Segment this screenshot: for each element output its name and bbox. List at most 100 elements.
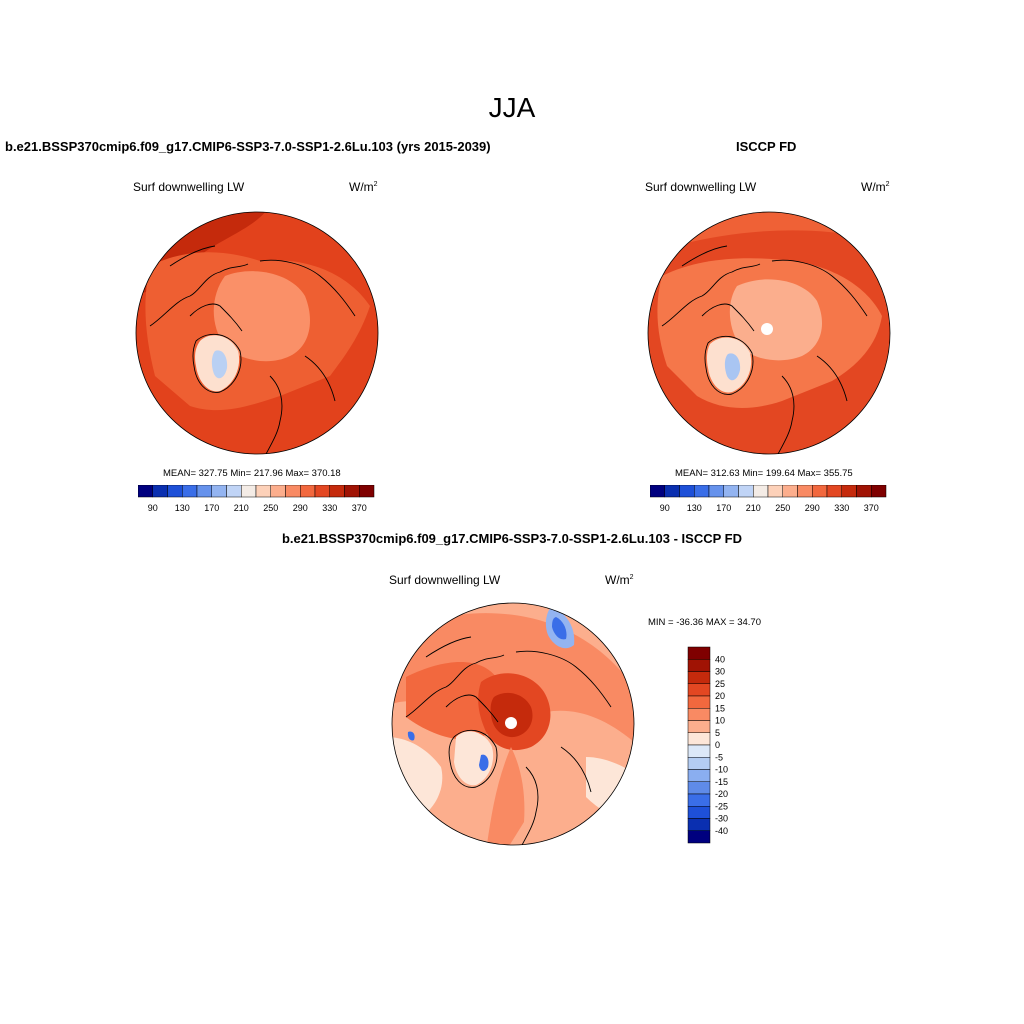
panel3-colorbar-swatch (687, 744, 711, 758)
panel3-variable-label: Surf downwelling LW (389, 573, 501, 587)
panel3-colorbar-tick-label: -30 (715, 814, 728, 824)
panel2-greenland-core (724, 353, 741, 381)
panel1-colorbar-tick-label: 170 (204, 503, 219, 513)
panel2-colorbar-tick-label: 250 (775, 503, 790, 513)
panel2-colorbar-swatch (664, 485, 680, 498)
panel1-colorbar-swatch (182, 485, 198, 498)
panel2-variable-label: Surf downwelling LW (645, 180, 757, 194)
panel2-title: ISCCP FD (736, 139, 797, 154)
panel1-colorbar-swatch (255, 485, 271, 498)
panel2-colorbar-swatch (856, 485, 872, 498)
panel1-colorbar-swatch (138, 485, 153, 498)
panel2-colorbar-swatch (812, 485, 828, 498)
panel3-units: W/m2 (605, 573, 634, 587)
panel3-colorbar-swatch (687, 659, 711, 672)
panel1-colorbar-swatch (226, 485, 242, 498)
panel2-pole-hole (761, 323, 773, 335)
panel3-warm-anomaly-west (406, 662, 505, 740)
panel3-colorbar-swatch (687, 818, 711, 831)
panel3-colorbar-tick-label: 0 (715, 740, 720, 750)
panel1-colorbar-swatch (152, 485, 168, 498)
panel1-colorbar-swatch (329, 485, 345, 498)
panel2-colorbar-tick-label: 370 (864, 503, 879, 513)
panel2-colorbar-tick-label: 130 (687, 503, 702, 513)
panel2-units: W/m2 (861, 180, 890, 194)
panel1-colorbar-swatch (314, 485, 330, 498)
panel3-colorbar-swatch (687, 646, 711, 660)
panel3-colorbar-swatch (687, 695, 711, 709)
panel3-title: b.e21.BSSP370cmip6.f09_g17.CMIP6-SSP3-7.… (281, 531, 742, 546)
panel3-colorbar-swatch (687, 793, 711, 807)
panel2-colorbar-swatch (753, 485, 769, 498)
panel2-colorbar-swatch (694, 485, 710, 498)
panel1-units: W/m2 (349, 180, 378, 194)
figure-title: JJA (488, 92, 536, 123)
panel1-map-border (135, 211, 379, 455)
panel2-colorbar-swatch (723, 485, 739, 498)
panel1-title: b.e21.BSSP370cmip6.f09_g17.CMIP6-SSP3-7.… (5, 139, 491, 154)
panel3-colorbar-tick-label: -25 (715, 801, 728, 811)
panel3-colorbar-tick-label: -10 (715, 765, 728, 775)
panel2-colorbar-swatch (826, 485, 842, 498)
panel1-polar-map (135, 211, 379, 455)
panel1-colorbar-swatch (270, 485, 286, 498)
panel3-colorbar-tick-label: 25 (715, 679, 725, 689)
panel3-colorbar-swatch (687, 708, 711, 721)
panel1-colorbar-swatch (211, 485, 227, 498)
panel3-cold-spot-west (407, 731, 415, 741)
panel2-colorbar-tick-label: 290 (805, 503, 820, 513)
panel3-map-border (391, 602, 635, 846)
panel3-colorbar-tick-label: -15 (715, 777, 728, 787)
panel2-colorbar-swatch (738, 485, 754, 498)
panel2-colorbar-swatch (650, 485, 665, 498)
panel2-polar-map (647, 211, 891, 455)
panel3-colorbar-tick-label: -5 (715, 752, 723, 762)
panel3-colorbar-tick-label: 15 (715, 703, 725, 713)
panel2-colorbar-swatch (679, 485, 695, 498)
panel3-colorbar-swatch (687, 732, 711, 746)
panel2-colorbar-swatch (841, 485, 857, 498)
panel1-variable-label: Surf downwelling LW (133, 180, 245, 194)
panel1-colorbar-tick-label: 90 (148, 503, 158, 513)
panel1-colorbar-tick-label: 290 (293, 503, 308, 513)
panel2-stats: MEAN= 312.63 Min= 199.64 Max= 355.75 (675, 468, 853, 479)
panel2-colorbar-swatch (708, 485, 724, 498)
panel3-colorbar-swatch (687, 781, 711, 795)
panel2-colorbar-tick-label: 210 (746, 503, 761, 513)
panel3-colorbar-swatch (687, 683, 711, 697)
panel2-colorbar-tick-label: 170 (716, 503, 731, 513)
panel3-colorbar-tick-label: 20 (715, 691, 725, 701)
panel3-colorbar-tick-label: 30 (715, 667, 725, 677)
panel2-map-border (647, 211, 891, 455)
panel2-colorbar-tick-label: 330 (834, 503, 849, 513)
panel3-polar-map (391, 602, 635, 846)
panel3-colorbar: 40 30 25 20 15 10 5 0 -5 -10 -15 -20 -25 -30 -40 (687, 646, 728, 844)
panel1-coastlines (149, 245, 356, 454)
panel1-greenland-core (211, 350, 228, 379)
panel3-colorbar-swatch (687, 720, 711, 733)
panel1-colorbar-tick-label: 330 (322, 503, 337, 513)
panel1-colorbar-swatch (285, 485, 301, 498)
panel3-colorbar-swatch (687, 671, 711, 684)
panel3-stats: MIN = -36.36 MAX = 34.70 (648, 617, 762, 628)
panel3-colorbar-swatch (687, 757, 711, 770)
panel1-colorbar-swatch (167, 485, 183, 498)
panel3-greenland-cold-spot (479, 754, 489, 771)
panel1-colorbar-swatch (344, 485, 360, 498)
panel1-colorbar-swatch (300, 485, 316, 498)
panel3-colorbar-tick-label: 5 (715, 728, 720, 738)
panel2-colorbar-swatch (871, 485, 887, 498)
panel2-coastlines (661, 245, 868, 454)
panel3-colorbar-tick-label: -40 (715, 826, 728, 836)
panel3-strong-anomaly-pole (490, 692, 533, 738)
panel3-colorbar-tick-label: 40 (715, 654, 725, 664)
panel3-colorbar-tick-label: 10 (715, 716, 725, 726)
panel3-greenland-anomaly (454, 731, 494, 786)
panel1-colorbar-swatch (196, 485, 212, 498)
panel1-colorbar-tick-label: 130 (175, 503, 190, 513)
panel1-colorbar-swatch (359, 485, 375, 498)
panel3-colorbar-swatch (687, 806, 711, 819)
panel3-pole-hole (505, 717, 517, 729)
panel2-arctic-basin (729, 279, 822, 361)
panel1-colorbar-tick-label: 250 (263, 503, 278, 513)
